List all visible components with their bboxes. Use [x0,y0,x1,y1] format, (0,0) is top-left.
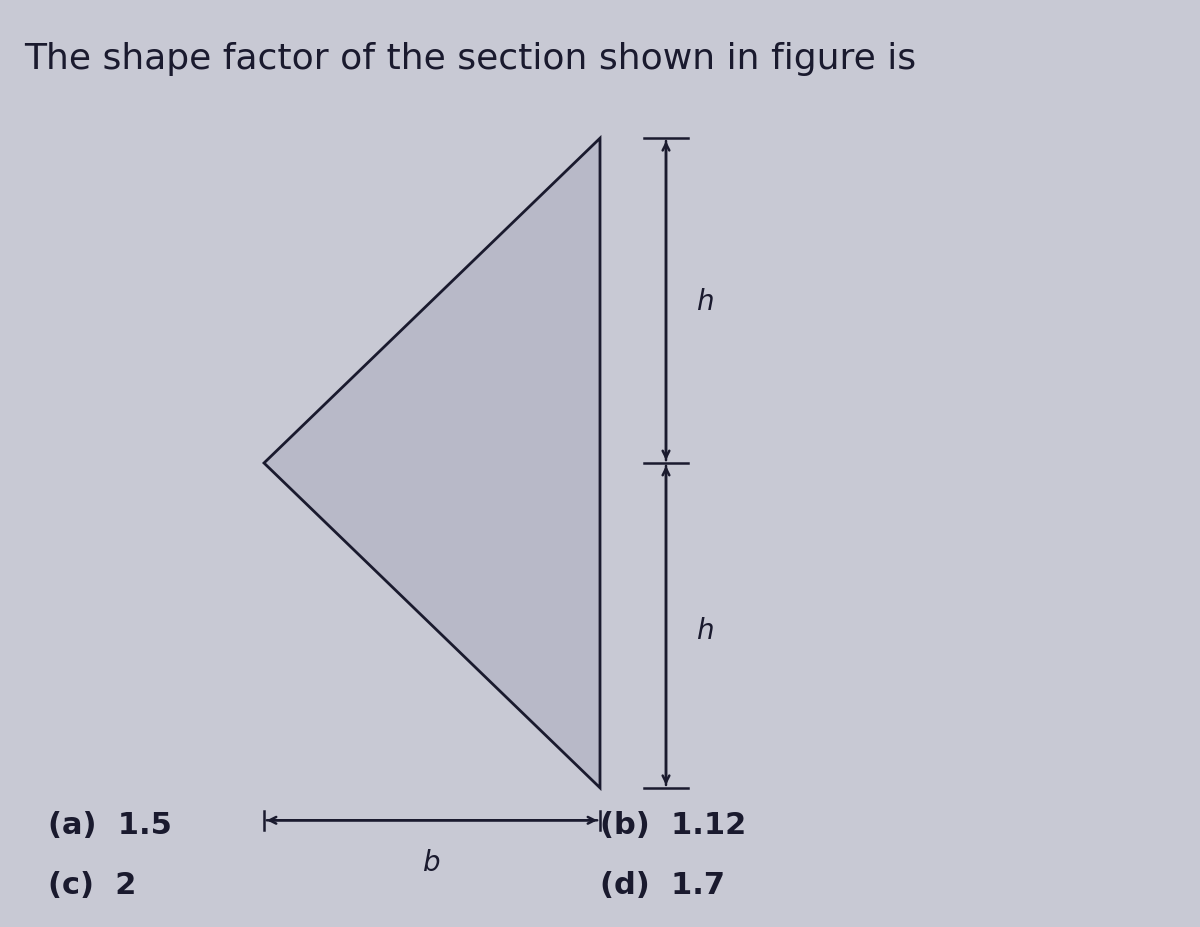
Polygon shape [264,139,600,788]
Text: (a)  1.5: (a) 1.5 [48,810,172,839]
Text: The shape factor of the section shown in figure is: The shape factor of the section shown in… [24,42,916,76]
Text: (c)  2: (c) 2 [48,870,137,899]
Text: h: h [696,616,714,644]
Text: b: b [424,848,440,876]
Text: (d)  1.7: (d) 1.7 [600,870,725,899]
Text: h: h [696,287,714,315]
Text: (b)  1.12: (b) 1.12 [600,810,746,839]
